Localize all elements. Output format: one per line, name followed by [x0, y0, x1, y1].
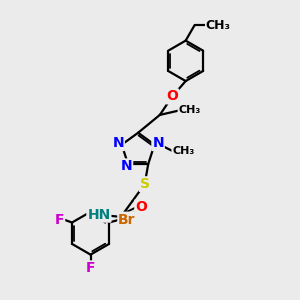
Text: F: F: [86, 261, 95, 275]
Text: O: O: [135, 200, 147, 214]
Text: O: O: [167, 89, 178, 103]
Text: HN: HN: [87, 208, 110, 222]
Text: CH₃: CH₃: [178, 106, 201, 116]
Text: CH₃: CH₃: [172, 146, 194, 156]
Text: CH₃: CH₃: [206, 19, 231, 32]
Text: N: N: [112, 136, 124, 150]
Text: Br: Br: [118, 212, 136, 226]
Text: F: F: [55, 212, 64, 226]
Text: S: S: [140, 177, 150, 191]
Text: N: N: [152, 136, 164, 150]
Text: N: N: [121, 159, 132, 173]
